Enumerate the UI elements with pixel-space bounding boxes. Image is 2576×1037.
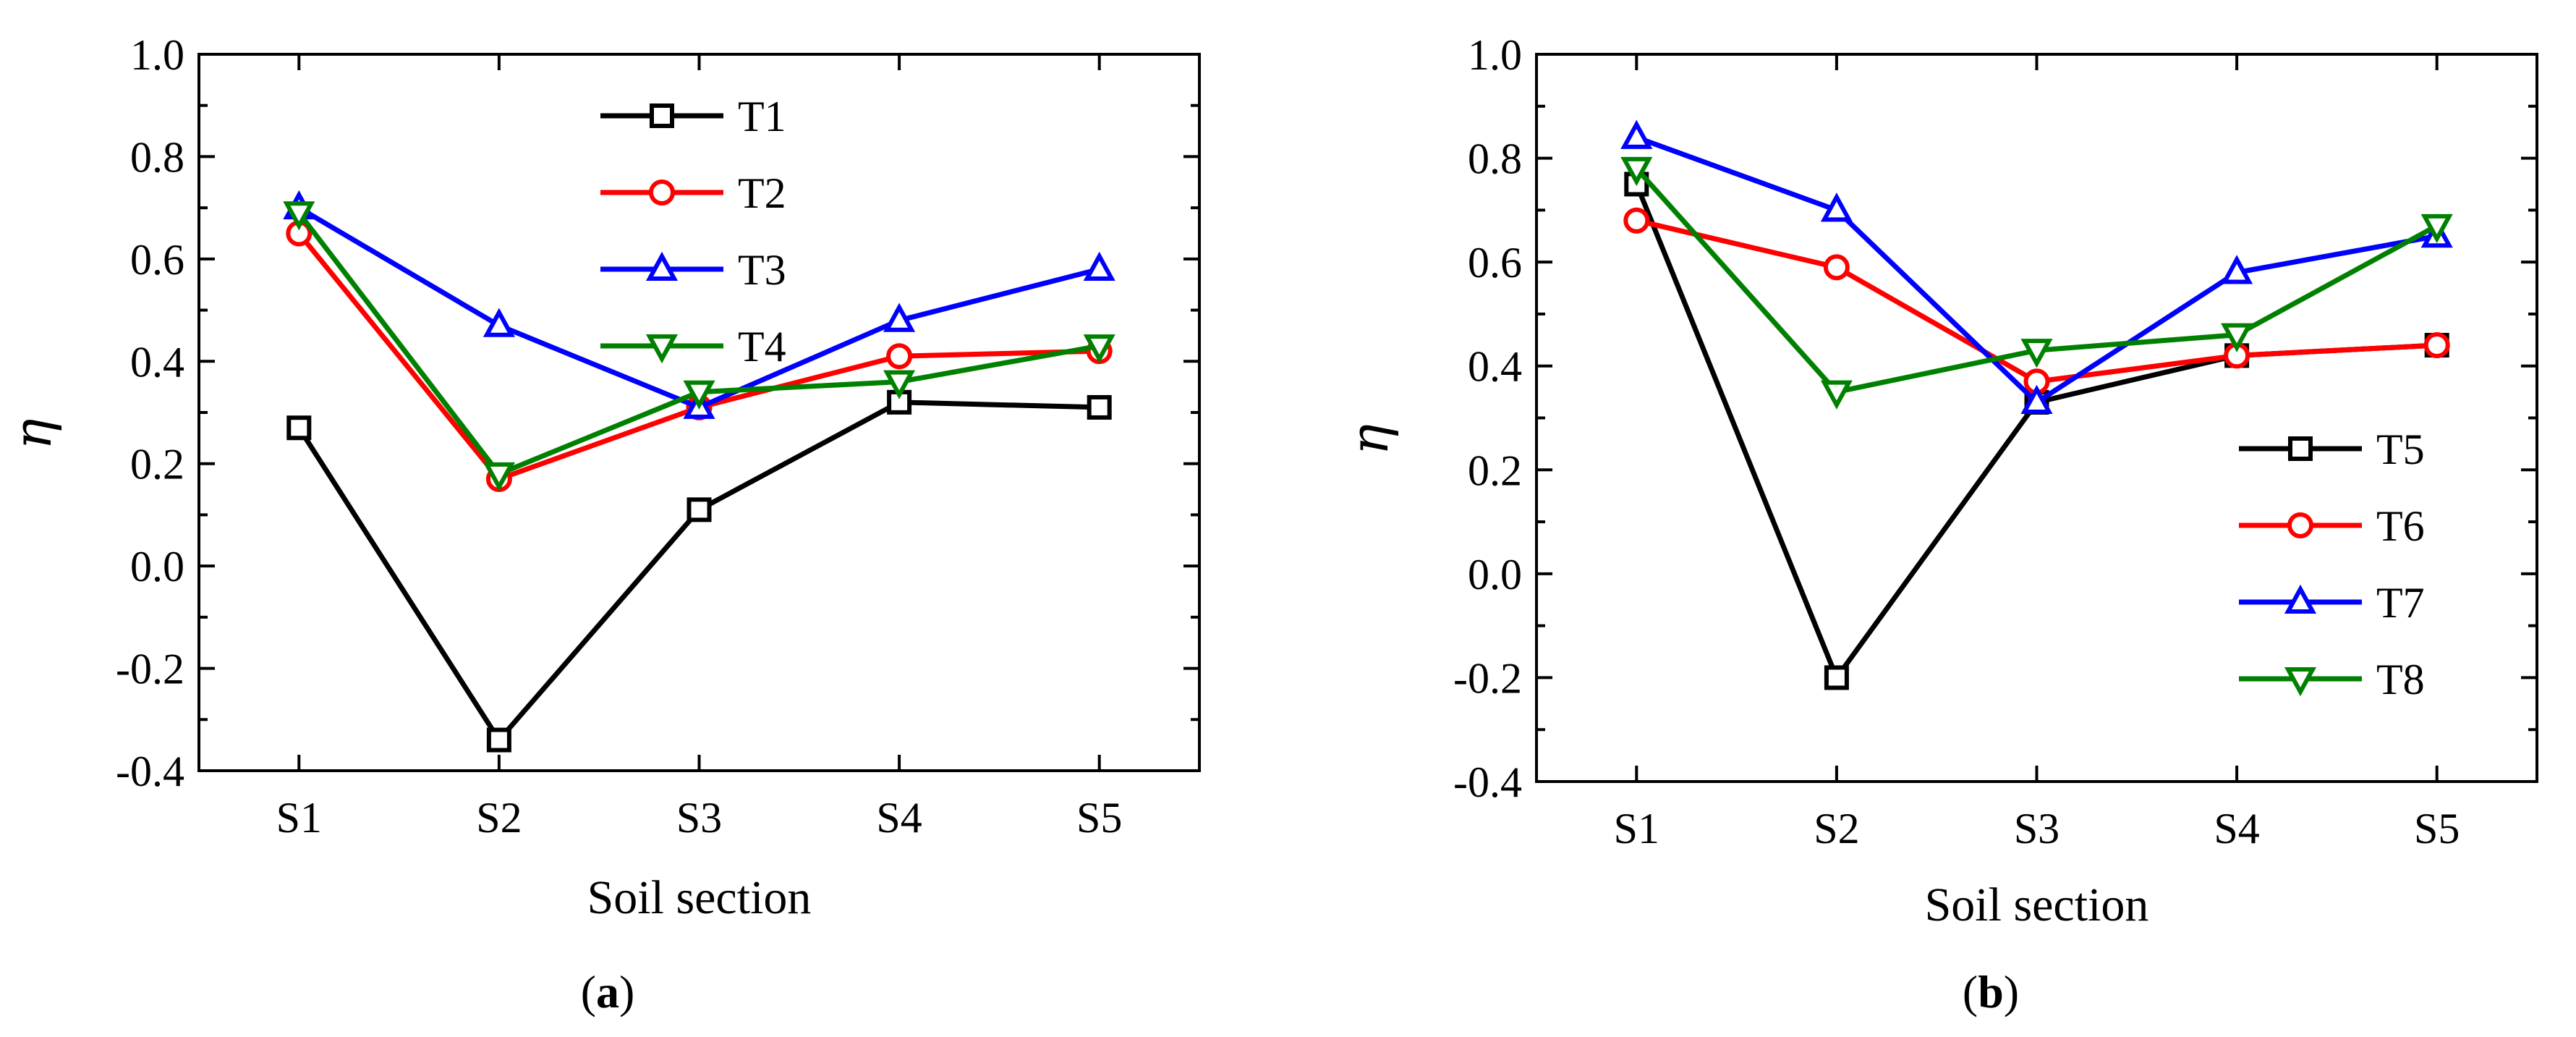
y-tick-label: 1.0	[1468, 31, 1522, 79]
legend-label-T3: T3	[738, 246, 786, 294]
data-point-T4	[683, 380, 715, 410]
x-tick-label: S3	[676, 794, 722, 842]
legend-label-T5: T5	[2376, 426, 2425, 473]
legend: T1 T2 T3 T4	[600, 93, 786, 371]
y-tick-label: 0.8	[130, 133, 184, 181]
y-axis-title: η	[1339, 424, 1400, 455]
x-tick-label: S3	[2014, 805, 2059, 852]
x-tick-label: S1	[1614, 805, 1659, 852]
caption-close-paren: )	[619, 966, 634, 1017]
legend-marker-T4	[645, 334, 679, 364]
y-tick-label: 0.6	[1468, 239, 1522, 287]
y-axis: -0.4 -0.2 0.0 0.2 0.4 0.6 0.8 1.0	[1453, 31, 2537, 806]
y-tick-label: 0.0	[1468, 551, 1522, 598]
x-tick-label: S4	[2214, 805, 2259, 852]
data-point-T1	[1087, 394, 1112, 420]
x-axis: S1 S2 S3 S4 S5	[1614, 54, 2460, 852]
y-tick-label: -0.4	[1453, 758, 1522, 806]
data-point-T4	[483, 462, 515, 492]
y-tick-label: 0.4	[1468, 343, 1522, 391]
legend-label-T4: T4	[738, 323, 786, 371]
data-point-T4	[283, 201, 315, 231]
y-axis: -0.4 -0.2 0.0 0.2 0.4 0.6 0.8 1.0	[116, 31, 1199, 795]
y-axis-title: η	[2, 418, 63, 449]
x-axis: S1 S2 S3 S4 S5	[276, 54, 1122, 842]
legend-label-T7: T7	[2376, 579, 2425, 627]
legend: T5 T6 T7 T8	[2239, 426, 2425, 703]
y-tick-label: -0.2	[116, 646, 184, 693]
y-tick-label: 0.6	[130, 236, 184, 284]
data-point-T6	[2423, 332, 2450, 358]
data-point-T5	[1824, 665, 1849, 690]
x-tick-label: S1	[276, 794, 322, 842]
data-point-T4	[1083, 334, 1115, 364]
legend-marker-T5	[2288, 436, 2313, 461]
data-point-T7	[1820, 192, 1853, 222]
data-point-T7	[2020, 384, 2053, 414]
caption-letter: b	[1978, 966, 2004, 1017]
x-tick-label: S2	[1814, 805, 1859, 852]
caption-open-paren: (	[581, 966, 596, 1017]
series-T1	[286, 389, 1112, 753]
series-T4	[283, 201, 1115, 492]
data-point-T8	[1620, 156, 1653, 187]
x-tick-label: S5	[2414, 805, 2460, 852]
data-point-T8	[2221, 323, 2253, 352]
data-point-T1	[486, 727, 511, 753]
data-point-T6	[1823, 254, 1850, 281]
data-point-T3	[483, 308, 515, 337]
series-line-T1	[297, 399, 1100, 745]
data-point-T8	[1820, 380, 1853, 410]
series-T5	[1624, 172, 2449, 690]
y-tick-label: 0.0	[130, 543, 184, 591]
caption-open-paren: (	[1963, 966, 1978, 1017]
legend-marker-T6	[2287, 512, 2313, 538]
x-tick-label: S4	[876, 794, 922, 842]
legend-marker-T7	[2284, 584, 2317, 614]
legend-label-T6: T6	[2376, 502, 2425, 550]
data-point-T8	[2420, 213, 2453, 244]
y-tick-label: 0.2	[130, 441, 184, 488]
y-tick-label: 0.4	[130, 338, 184, 386]
legend-marker-T1	[650, 103, 674, 128]
legend-marker-T3	[645, 251, 679, 281]
y-tick-label: 0.2	[1468, 446, 1522, 494]
data-point-T8	[2020, 339, 2053, 368]
y-tick-label: 0.8	[1468, 135, 1522, 183]
data-point-T1	[286, 415, 312, 441]
series-T6	[1623, 207, 2450, 395]
x-axis-title: Soil section	[587, 871, 812, 924]
legend-marker-T8	[2284, 667, 2317, 697]
data-point-T4	[883, 370, 916, 399]
panel-a: -0.4 -0.2 0.0 0.2 0.4 0.6 0.8 1.0 S1 S2 S3 S4 S5 Soil…	[2, 31, 1201, 1017]
data-point-T6	[1623, 207, 1650, 234]
y-tick-label: -0.4	[116, 748, 184, 795]
legend-marker-T2	[649, 179, 675, 206]
panel-b: -0.4 -0.2 0.0 0.2 0.4 0.6 0.8 1.0 S1 S2 S3 S4 S5 Soil…	[1339, 31, 2538, 1017]
data-point-T1	[686, 497, 712, 522]
x-tick-label: S5	[1076, 794, 1122, 842]
x-axis-title: Soil section	[1925, 879, 2149, 931]
y-tick-label: -0.2	[1453, 654, 1522, 702]
panel-caption: (b)	[1963, 966, 2019, 1017]
x-tick-label: S2	[476, 794, 522, 842]
caption-close-paren: )	[2004, 966, 2019, 1017]
data-point-T7	[1620, 119, 1653, 149]
legend-label-T2: T2	[738, 169, 786, 217]
panel-caption: (a)	[581, 966, 635, 1017]
series-T8	[1620, 156, 2453, 410]
legend-label-T1: T1	[738, 93, 786, 140]
caption-letter: a	[596, 966, 619, 1017]
data-point-T3	[1083, 251, 1115, 281]
legend-label-T8: T8	[2376, 656, 2425, 703]
data-point-T7	[2221, 255, 2253, 284]
data-point-T2	[886, 343, 913, 370]
y-tick-label: 1.0	[130, 31, 184, 79]
data-point-T3	[883, 302, 916, 332]
